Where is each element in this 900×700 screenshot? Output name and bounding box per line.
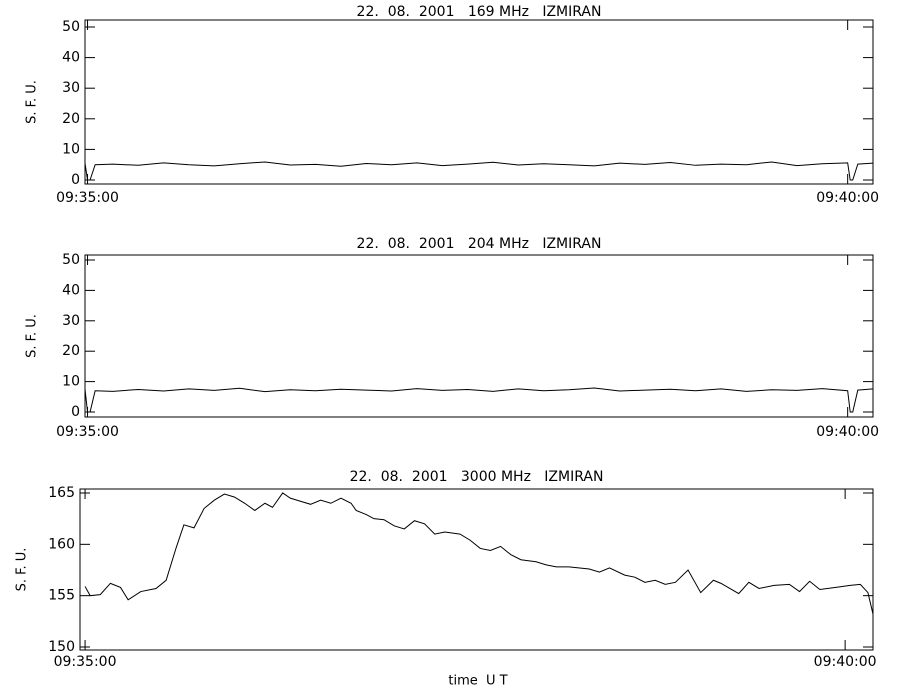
- chart-title: 22. 08. 2001 169 MHz IZMIRAN: [357, 4, 602, 20]
- y-axis-label: S. F. U.: [15, 548, 30, 592]
- data-line: [84, 161, 874, 181]
- x-tick-label: 09:35:00: [56, 424, 119, 440]
- y-tick-label: 50: [62, 19, 80, 35]
- data-line: [84, 492, 874, 615]
- y-tick-label: 10: [62, 374, 80, 390]
- x-tick-label: 09:35:00: [56, 190, 119, 206]
- y-tick-label: 30: [62, 80, 80, 96]
- plot-frame: [84, 19, 874, 185]
- y-axis-label: S. F. U.: [25, 80, 40, 124]
- y-tick-label: 165: [48, 485, 75, 501]
- x-axis-label: time U T: [448, 674, 507, 689]
- y-tick-label: 155: [48, 588, 75, 604]
- x-tick-label: 09:40:00: [814, 654, 877, 670]
- y-tick-label: 150: [48, 639, 75, 655]
- y-tick-label: 0: [71, 404, 80, 420]
- y-axis-label: S. F. U.: [25, 314, 40, 358]
- y-tick-label: 40: [62, 50, 80, 66]
- y-tick-label: 160: [48, 536, 75, 552]
- chart-title: 22. 08. 2001 204 MHz IZMIRAN: [357, 236, 602, 252]
- plot-frame: [79, 488, 874, 651]
- y-tick-label: 30: [62, 313, 80, 329]
- plot-frame: [84, 254, 874, 418]
- y-tick-label: 40: [62, 282, 80, 298]
- y-tick-label: 20: [62, 111, 80, 127]
- x-tick-label: 09:35:00: [54, 654, 117, 670]
- x-tick-label: 09:40:00: [816, 190, 879, 206]
- y-tick-label: 10: [62, 141, 80, 157]
- x-tick-label: 09:40:00: [816, 424, 879, 440]
- chart-title: 22. 08. 2001 3000 MHz IZMIRAN: [350, 469, 604, 485]
- y-tick-label: 50: [62, 252, 80, 268]
- data-line: [84, 387, 874, 413]
- y-tick-label: 0: [71, 172, 80, 188]
- y-tick-label: 20: [62, 343, 80, 359]
